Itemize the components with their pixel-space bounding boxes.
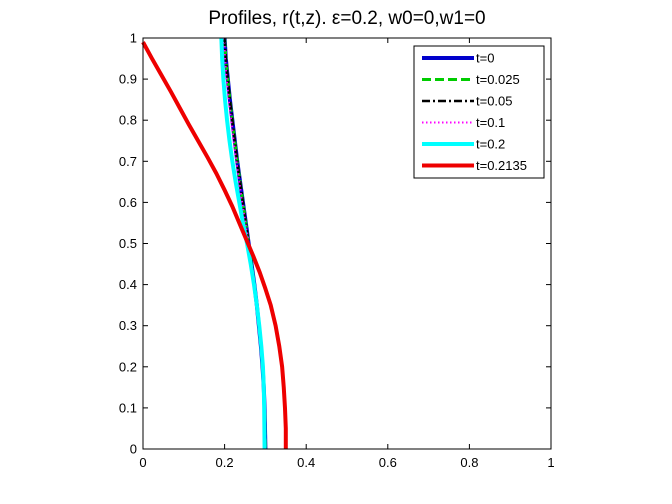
legend-label-0: t=0 bbox=[476, 51, 494, 66]
y-tick-label: 0.2 bbox=[119, 359, 137, 374]
y-tick-label: 0.7 bbox=[119, 154, 137, 169]
x-tick-label: 0.8 bbox=[460, 455, 478, 470]
y-tick-label: 0.1 bbox=[119, 400, 137, 415]
legend-label-1: t=0.025 bbox=[476, 72, 520, 87]
legend-box bbox=[413, 45, 545, 179]
legend: t=0 t=0.025 t=0.05 t=0.1 t=0.2 t=0.2135 bbox=[413, 45, 545, 179]
x-tick-label: 0 bbox=[139, 455, 146, 470]
y-tick-label: 0.4 bbox=[119, 277, 137, 292]
series-line-3 bbox=[223, 37, 267, 450]
x-tick-label: 1 bbox=[547, 455, 554, 470]
axes-layer: 0 0.2 0.4 0.6 0.8 1 0 0.1 0.2 0.3 0.4 0.5 0.6 0.7 0.8 0… bbox=[119, 31, 555, 471]
chart-title: Profiles, r(t,z). ε=0.2, w0=0,w1=0 bbox=[208, 8, 485, 29]
x-tick-label: 0.6 bbox=[379, 455, 397, 470]
y-tick-label: 0.9 bbox=[119, 72, 137, 87]
y-tick-label: 0.5 bbox=[119, 236, 137, 251]
legend-label-2: t=0.05 bbox=[476, 94, 513, 109]
legend-label-4: t=0.2 bbox=[476, 137, 505, 152]
y-tick-label: 0.3 bbox=[119, 318, 137, 333]
x-tick-label: 0.2 bbox=[216, 455, 234, 470]
series-line-5 bbox=[141, 41, 288, 449]
legend-label-5: t=0.2135 bbox=[476, 158, 527, 173]
series-layer bbox=[141, 37, 288, 450]
x-tick-label: 0.4 bbox=[297, 455, 315, 470]
y-tick-label: 0.6 bbox=[119, 195, 137, 210]
y-tick-label: 0.8 bbox=[119, 113, 137, 128]
y-tick-label: 1 bbox=[130, 31, 137, 46]
y-tick-label: 0 bbox=[130, 442, 137, 457]
legend-label-3: t=0.1 bbox=[476, 115, 505, 130]
